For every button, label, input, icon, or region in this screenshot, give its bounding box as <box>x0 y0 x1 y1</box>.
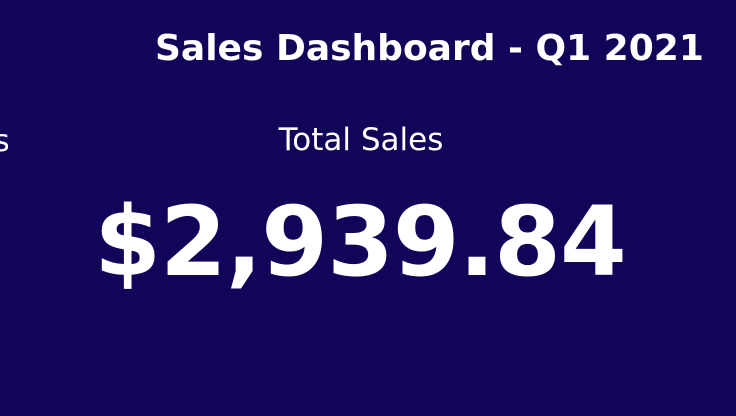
dashboard-title: Sales Dashboard - Q1 2021 <box>155 28 704 69</box>
total-sales-label: Total Sales <box>278 122 444 158</box>
total-sales-value: $2,939.84 <box>94 186 627 298</box>
clipped-left-label: s <box>0 124 8 159</box>
